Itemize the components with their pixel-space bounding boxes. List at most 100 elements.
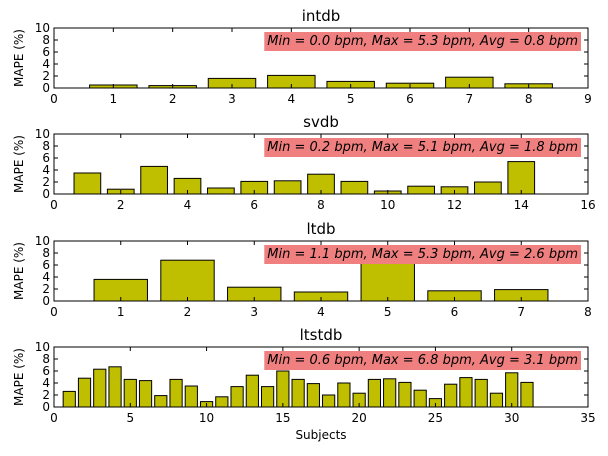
x-tick-label: 5 xyxy=(347,92,355,106)
bar xyxy=(276,370,290,408)
y-tick-label: 10 xyxy=(35,127,50,141)
x-axis-label: Subjects xyxy=(295,428,346,442)
y-tick-label: 10 xyxy=(35,340,50,354)
bar xyxy=(77,377,92,408)
y-tick-label: 10 xyxy=(35,21,50,35)
x-tick-label: 2 xyxy=(169,92,177,106)
bar xyxy=(398,381,412,408)
bar xyxy=(444,383,458,408)
x-tick-label: 0 xyxy=(50,198,58,212)
bar xyxy=(93,368,107,408)
x-tick-label: 0 xyxy=(50,411,58,425)
x-tick-label: 4 xyxy=(184,198,192,212)
bar xyxy=(383,378,397,408)
bar xyxy=(169,378,183,408)
bar xyxy=(367,378,382,408)
bar xyxy=(108,366,122,408)
stats-annotation: Min = 0.2 bpm, Max = 5.1 bpm, Avg = 1.8 … xyxy=(267,140,578,155)
x-tick-label: 8 xyxy=(584,305,592,319)
chart-panel-intdb: Min = 0.0 bpm, Max = 5.3 bpm, Avg = 0.8 … xyxy=(12,7,592,106)
x-tick-label: 12 xyxy=(447,198,462,212)
chart-panel-svdb: Min = 0.2 bpm, Max = 5.1 bpm, Avg = 1.8 … xyxy=(12,113,596,212)
bar xyxy=(154,395,168,408)
stats-annotation: Min = 0.6 bpm, Max = 6.8 bpm, Avg = 3.1 … xyxy=(267,353,578,368)
y-tick-label: 0 xyxy=(42,400,50,414)
x-tick-label: 10 xyxy=(380,198,395,212)
y-tick-label: 0 xyxy=(42,294,50,308)
bar xyxy=(73,172,102,195)
x-tick-label: 8 xyxy=(525,92,533,106)
bar xyxy=(474,378,488,408)
x-tick-label: 2 xyxy=(117,198,125,212)
y-tick-label: 2 xyxy=(42,282,50,296)
x-tick-label: 5 xyxy=(126,411,134,425)
y-tick-label: 0 xyxy=(42,81,50,95)
x-tick-label: 35 xyxy=(580,411,595,425)
bar xyxy=(245,374,259,408)
x-tick-label: 9 xyxy=(584,92,592,106)
x-tick-label: 4 xyxy=(317,305,325,319)
y-tick-label: 0 xyxy=(42,187,50,201)
bar xyxy=(123,378,137,408)
y-axis-label: MAPE (%) xyxy=(12,242,26,300)
y-tick-label: 4 xyxy=(42,163,50,177)
axes-frame xyxy=(53,346,589,408)
x-tick-label: 7 xyxy=(517,305,525,319)
bar xyxy=(160,259,215,302)
stats-annotation-box xyxy=(264,351,581,370)
y-axis-label: MAPE (%) xyxy=(12,135,26,193)
y-tick-label: 6 xyxy=(42,151,50,165)
bar xyxy=(340,180,369,195)
x-tick-label: 1 xyxy=(110,92,118,106)
bar xyxy=(207,187,235,195)
y-tick-label: 2 xyxy=(42,69,50,83)
y-tick-label: 6 xyxy=(42,258,50,272)
panels: Min = 0.0 bpm, Max = 5.3 bpm, Avg = 0.8 … xyxy=(12,7,596,425)
x-tick-label: 25 xyxy=(428,411,443,425)
y-axis-label: MAPE (%) xyxy=(12,348,26,406)
x-tick-label: 14 xyxy=(514,198,529,212)
bar xyxy=(507,161,536,195)
bar xyxy=(474,181,502,195)
x-tick-label: 6 xyxy=(250,198,258,212)
bar xyxy=(459,377,473,408)
y-axis-label: MAPE (%) xyxy=(12,29,26,87)
y-tick-label: 4 xyxy=(42,270,50,284)
y-tick-label: 6 xyxy=(42,45,50,59)
bar xyxy=(413,389,427,408)
chart-title: intdb xyxy=(302,7,341,25)
bar xyxy=(337,382,351,408)
bar xyxy=(505,372,519,408)
bar xyxy=(407,185,435,195)
bar xyxy=(306,383,320,408)
x-tick-label: 10 xyxy=(199,411,214,425)
y-tick-label: 2 xyxy=(42,175,50,189)
bar xyxy=(260,386,275,408)
x-tick-label: 0 xyxy=(50,305,58,319)
stats-annotation-box xyxy=(264,32,581,51)
x-tick-label: 6 xyxy=(406,92,414,106)
x-tick-label: 15 xyxy=(275,411,290,425)
x-tick-label: 16 xyxy=(580,198,595,212)
x-tick-label: 1 xyxy=(117,305,125,319)
axes-frame xyxy=(53,27,589,89)
chart-title: ltstdb xyxy=(300,326,343,344)
chart-panel-ltstdb: Min = 0.6 bpm, Max = 6.8 bpm, Avg = 3.1 … xyxy=(12,326,596,425)
y-tick-label: 8 xyxy=(42,139,50,153)
bar xyxy=(138,380,153,408)
bar xyxy=(273,180,302,195)
bar xyxy=(184,385,198,408)
y-tick-label: 2 xyxy=(42,388,50,402)
y-tick-label: 10 xyxy=(35,234,50,248)
y-tick-label: 8 xyxy=(42,33,50,47)
bar xyxy=(215,396,229,408)
chart-panel-ltdb: Min = 1.1 bpm, Max = 5.3 bpm, Avg = 2.6 … xyxy=(12,220,592,319)
x-tick-label: 6 xyxy=(451,305,459,319)
y-tick-label: 4 xyxy=(42,376,50,390)
x-tick-label: 5 xyxy=(384,305,392,319)
bar xyxy=(62,390,76,408)
bar xyxy=(291,378,305,408)
x-tick-label: 4 xyxy=(288,92,296,106)
stats-annotation: Min = 0.0 bpm, Max = 5.3 bpm, Avg = 0.8 … xyxy=(267,34,578,49)
